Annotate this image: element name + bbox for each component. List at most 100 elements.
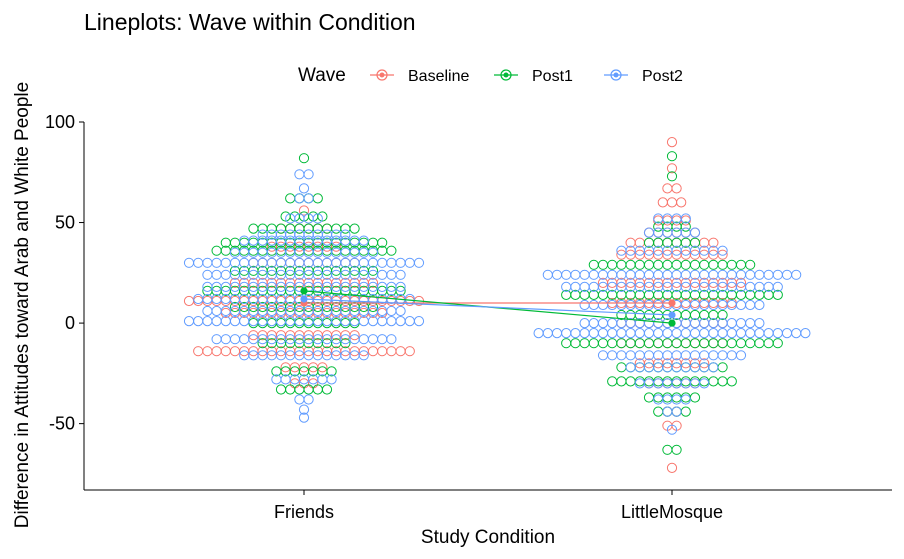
dot-post2-littlemosque [791,328,802,339]
mean-point-post2-littlemosque [668,311,676,319]
dot-baseline-littlemosque [717,249,728,260]
dot-baseline-friends [183,295,195,307]
dot-baseline-littlemosque [616,249,627,260]
dot-post1-littlemosque [625,338,636,349]
dot-post2-littlemosque [680,227,691,238]
dot-post2-littlemosque [671,406,682,417]
dot-post2-friends [257,350,268,361]
dot-post2-littlemosque [717,350,728,361]
dot-post1-friends [303,318,314,329]
dot-post1-littlemosque [579,338,590,349]
dot-post2-friends [220,269,231,280]
legend-label-post2: Post2 [642,68,683,85]
dot-post1-friends [367,265,379,276]
dot-post1-littlemosque [653,392,664,403]
dot-post2-littlemosque [717,245,728,256]
dot-post2-littlemosque [662,328,673,339]
dot-post2-friends [358,247,369,258]
dot-post1-friends [331,318,342,329]
dot-post2-littlemosque [616,350,627,361]
dot-post2-friends [413,257,425,268]
dot-post1-littlemosque [680,338,691,349]
dot-post2-littlemosque [542,328,553,339]
dot-post2-friends [386,316,397,327]
dot-post1-friends [298,153,310,164]
dot-post1-littlemosque [634,338,645,349]
dot-post2-friends [326,374,337,385]
dot-post2-friends [321,247,333,258]
dot-post2-friends [275,334,287,345]
dot-baseline-friends [248,330,259,341]
dot-post2-friends [321,350,333,361]
dot-post2-friends [298,412,310,423]
dot-post2-friends [183,316,195,327]
dot-post2-littlemosque [607,328,618,339]
dot-post2-littlemosque [708,362,719,373]
dot-post2-littlemosque [616,328,627,339]
dot-post1-littlemosque [699,259,710,270]
dot-baseline-friends [248,346,259,357]
dot-post2-friends [239,235,250,246]
legend-dot-baseline [379,72,385,78]
dot-post1-littlemosque [708,338,719,349]
dot-post1-littlemosque [634,259,645,270]
dot-baseline-littlemosque [671,249,682,260]
dot-baseline-littlemosque [666,462,678,473]
dot-post2-friends [349,235,360,246]
dot-post1-littlemosque [643,259,655,270]
dot-post2-friends [294,334,305,345]
dot-post1-littlemosque [717,259,728,270]
dot-post2-littlemosque [588,269,599,280]
dot-post1-littlemosque [689,392,701,403]
dot-post2-friends [303,193,314,204]
dot-post2-friends [349,281,360,292]
dot-post2-littlemosque [754,328,765,339]
dot-post2-littlemosque [597,318,609,329]
dot-post2-friends [285,247,296,258]
dot-post2-littlemosque [671,362,682,373]
dot-post2-littlemosque [735,350,747,361]
dot-post2-friends [211,316,222,327]
dot-post2-friends [220,257,231,268]
dot-baseline-littlemosque [708,249,719,260]
dot-baseline-friends [331,241,342,252]
dot-post1-friends [275,318,287,329]
dot-post2-littlemosque [579,328,590,339]
chart-title: Lineplots: Wave within Condition [84,9,416,35]
dot-post2-littlemosque [699,299,710,311]
dot-post2-littlemosque [588,328,599,339]
dot-post1-littlemosque [588,259,599,270]
dot-post2-littlemosque [689,299,701,311]
dot-post1-friends [211,245,222,256]
dot-post2-friends [285,334,296,345]
dot-post2-friends [298,404,310,415]
dot-post1-littlemosque [689,338,701,349]
dot-post2-friends [377,281,388,292]
dot-post2-friends [202,281,213,292]
dot-post1-friends [321,318,333,329]
dot-post1-littlemosque [763,338,774,349]
dot-post1-littlemosque [671,338,682,349]
dot-post2-friends [312,247,323,258]
dot-post2-friends [202,305,213,317]
dot-post2-friends [294,169,305,180]
dot-post2-littlemosque [763,269,774,280]
dot-baseline-littlemosque [699,358,710,369]
dot-post2-littlemosque [726,318,737,329]
dot-post2-littlemosque [680,328,691,339]
dot-post1-littlemosque [625,259,636,270]
dot-post1-littlemosque [772,338,783,349]
dot-post2-littlemosque [551,269,563,280]
dot-post2-littlemosque [570,328,581,339]
dot-post2-friends [239,247,250,258]
dot-post1-littlemosque [616,362,627,373]
x-tick-label-littlemosque: LittleMosque [621,502,723,522]
dot-post2-littlemosque [763,328,774,339]
dot-post1-friends [321,384,333,395]
dot-post2-friends [377,334,388,345]
dot-post2-littlemosque [625,328,636,339]
dot-post2-littlemosque [579,318,590,329]
legend-dot-post1 [503,72,509,78]
dot-post1-littlemosque [607,259,618,270]
dot-post1-littlemosque [643,376,655,387]
